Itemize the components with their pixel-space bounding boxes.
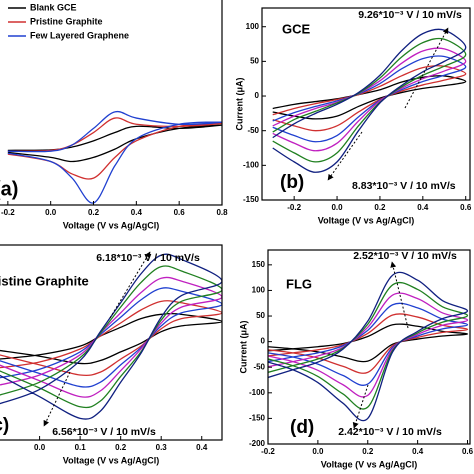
y-tick-label: -150 <box>243 195 260 204</box>
panel-title: FLG <box>286 276 312 291</box>
cv-curve <box>7 117 222 180</box>
y-tick-label: -150 <box>249 414 266 423</box>
y-tick-label: 0 <box>255 91 260 100</box>
cv-curve <box>268 292 469 398</box>
annotation: 6.18*10⁻³ V / 10 mV/s <box>96 252 200 264</box>
annotation: 8.83*10⁻³ V / 10 mV/s <box>352 180 456 192</box>
cv-curve <box>268 323 469 363</box>
plot-area <box>7 110 222 204</box>
trend-arrow <box>327 131 363 181</box>
cv-curve <box>272 55 467 143</box>
x-tick-label: 0.6 <box>460 203 472 212</box>
x-tick-label: 0.2 <box>115 443 127 452</box>
x-tick-label: -0.2 <box>287 203 301 212</box>
y-tick-label: -100 <box>249 388 266 397</box>
cv-curve <box>0 287 222 388</box>
legend-label: Few Layered Graphene <box>30 30 129 40</box>
plot-area <box>268 271 469 422</box>
y-tick-label: -200 <box>249 439 266 448</box>
x-tick-label: 0.4 <box>412 447 424 456</box>
trend-arrow <box>109 251 151 319</box>
cv-curve <box>268 271 469 422</box>
y-axis-label: Current (μA) <box>234 77 244 130</box>
y-tick-label: 50 <box>256 311 265 320</box>
x-tick-label: 0.4 <box>131 208 143 217</box>
x-tick-label: -0.2 <box>261 447 275 456</box>
x-tick-label: 0.0 <box>45 208 57 217</box>
legend-label: Blank GCE <box>30 2 77 12</box>
x-axis-label: Voltage (V vs Ag/AgCl) <box>321 459 418 469</box>
cv-curve <box>272 65 467 132</box>
cv-curve <box>268 313 469 374</box>
plot-area <box>272 28 467 173</box>
x-tick-label: 0.2 <box>88 208 100 217</box>
cv-curve <box>7 110 222 204</box>
cv-curve <box>268 302 469 386</box>
annotation: 9.26*10⁻³ V / 10 mV/s <box>358 9 462 21</box>
x-tick-label: 0.0 <box>331 203 343 212</box>
cv-curve <box>7 124 222 163</box>
x-axis-label: Voltage (V vs Ag/AgCl) <box>63 220 160 230</box>
y-tick-label: -50 <box>247 126 259 135</box>
y-tick-label: 50 <box>250 56 259 65</box>
cv-curve <box>0 312 222 365</box>
y-tick-label: -50 <box>253 362 265 371</box>
x-tick-label: 0.0 <box>34 443 46 452</box>
x-axis-label: Voltage (V vs Ag/AgCl) <box>318 215 415 225</box>
panel-title: Pristine Graphite <box>0 273 89 288</box>
cv-curve <box>272 37 467 163</box>
cv-curve <box>0 253 222 420</box>
plot-area <box>0 253 222 420</box>
x-tick-label: 0.3 <box>156 443 168 452</box>
panel-label: (b) <box>280 172 304 193</box>
x-tick-label: 0.6 <box>462 447 474 456</box>
x-tick-label: 0.8 <box>216 208 228 217</box>
cv-curve <box>0 300 222 377</box>
x-tick-label: 0.4 <box>196 443 208 452</box>
x-tick-label: -0.2 <box>1 208 15 217</box>
cv-curve <box>272 28 467 173</box>
trend-arrow <box>404 27 449 109</box>
cv-curve <box>0 276 222 398</box>
x-tick-label: 0.2 <box>374 203 386 212</box>
x-tick-label: 0.4 <box>417 203 429 212</box>
y-axis-label: Current (μA) <box>238 320 248 373</box>
y-tick-label: 100 <box>246 22 260 31</box>
legend-label: Pristine Graphite <box>30 16 103 26</box>
y-tick-label: 100 <box>252 286 266 295</box>
annotation: 2.52*10⁻³ V / 10 mV/s <box>353 250 457 262</box>
plot-frame <box>0 0 223 206</box>
x-tick-label: 0.6 <box>174 208 186 217</box>
y-tick-label: 0 <box>261 337 266 346</box>
panel-label: (c) <box>0 415 9 436</box>
annotation: 2.42*10⁻³ V / 10 mV/s <box>338 426 442 438</box>
panel-label: (d) <box>290 417 314 438</box>
trend-arrow <box>352 384 369 429</box>
x-tick-label: 0.0 <box>312 447 324 456</box>
cv-curve <box>272 47 467 152</box>
panel-label: (a) <box>0 178 18 200</box>
trend-arrow <box>43 371 71 427</box>
y-tick-label: 150 <box>252 260 266 269</box>
x-tick-label: 0.1 <box>75 443 87 452</box>
x-axis-label: Voltage (V vs Ag/AgCl) <box>63 455 160 465</box>
x-tick-label: 0.2 <box>362 447 374 456</box>
trend-arrow <box>390 261 409 329</box>
annotation: 6.56*10⁻³ V / 10 mV/s <box>52 426 156 438</box>
plot-frame <box>0 244 223 441</box>
plot-frame <box>267 249 471 445</box>
plot-frame <box>261 7 471 201</box>
cv-curve <box>272 75 467 120</box>
panel-title: GCE <box>282 21 311 36</box>
cv-curve <box>268 281 469 410</box>
y-tick-label: -100 <box>243 160 260 169</box>
